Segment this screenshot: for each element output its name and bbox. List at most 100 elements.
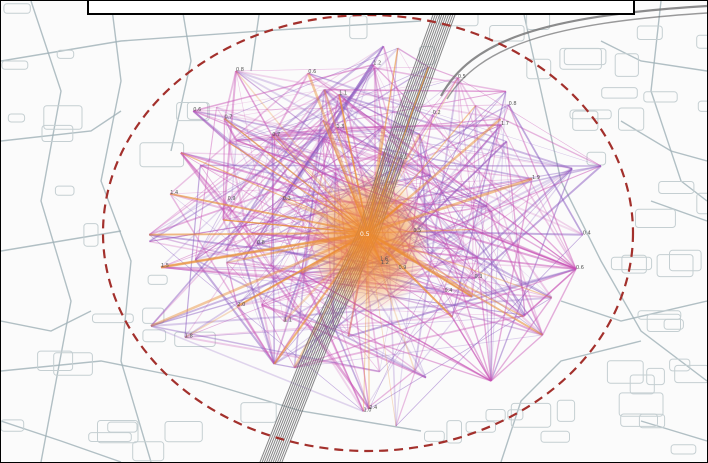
city-block [3,3,31,14]
network-edge [184,137,324,338]
network-edge [216,106,431,176]
city-block [43,105,83,130]
network-edge [271,45,385,137]
network-edge [148,133,275,236]
city-block [569,109,612,120]
network-edge [505,141,526,316]
city-block [656,254,694,278]
network-edge [322,119,577,270]
network-edge [270,133,276,266]
network-edge [223,117,238,141]
network-edge [413,231,552,299]
city-block [107,421,138,433]
network-edge [194,107,218,260]
network-edge [285,46,384,236]
network-edge [507,104,577,270]
node-label: 0.9 [228,196,236,202]
network-edge [236,98,346,141]
city-block [446,420,462,444]
street [600,40,707,72]
network-edge [180,152,258,245]
network-edge [194,89,325,261]
network-edge [300,272,380,372]
network-edge [169,193,275,365]
city-block [92,313,134,324]
network-edge [471,105,477,297]
network-edge [541,268,577,336]
network-edge [451,256,478,318]
node-label: 0.5 [458,74,466,80]
city-block [41,124,74,143]
node-label: 2.1 [400,155,408,161]
node-labels: 0.3 1.2 0.8 1.5 0.6 2.1 0.9 1.1 0.4 1.8 0.7 2.41.0 0… [161,61,591,414]
network-edge [180,152,400,160]
network-edge [432,114,524,317]
network-edge [372,64,401,159]
network-edge [322,137,400,160]
city-block [658,181,695,194]
network-edge [418,113,434,135]
network-edge [225,151,386,251]
city-block [83,223,99,247]
network-edge [323,88,401,160]
network-edge [195,249,226,261]
network-edge [200,164,602,167]
street [1,360,422,432]
network-edge [261,304,524,317]
city-block [1,419,25,432]
street [1,20,422,62]
city-block [88,432,132,443]
hub-label: 0.5 [360,231,370,238]
city-block [240,402,277,423]
network-edge [224,47,398,119]
network-edge [474,228,577,270]
block-layer [1,3,707,462]
network-edge [235,66,429,72]
city-block [601,87,638,99]
network-edge [193,63,374,112]
street [1,230,122,252]
network-edge [148,151,386,236]
network-edge [475,105,602,167]
node-label: 0.8 [236,67,244,73]
network-edge [490,91,507,382]
network-edge [272,66,429,137]
network-edge [457,77,602,167]
network-edge [382,126,577,270]
network-edge [224,89,326,251]
network-edge [338,93,431,176]
study-area-boundary [101,13,635,453]
network-edge [251,127,337,234]
network-edge [180,152,253,234]
network-edge [261,64,374,305]
city-block [618,107,645,131]
network-edge [490,178,533,382]
network-edge [256,98,346,245]
network-edge [338,94,493,213]
network-edge [273,72,310,135]
network-edge [476,257,492,382]
network-edge [222,70,238,221]
node-label: 2.4 [369,405,377,411]
city-block [510,402,552,428]
network-edge [372,64,464,250]
city-block [646,313,682,332]
network-edge [194,259,276,365]
network-edge [216,106,237,141]
network-edge [170,193,349,337]
network-edge [323,89,526,316]
network-edge [224,118,253,234]
network-edge [476,167,573,258]
network-edge [223,70,237,119]
street [650,200,707,222]
network-edge [457,77,465,250]
network-edge [184,316,524,338]
city-block [507,409,524,421]
network-edge [270,264,365,412]
network-edge [348,268,577,338]
city-block [489,25,525,42]
network-edge [225,140,238,263]
city-block [696,192,707,215]
